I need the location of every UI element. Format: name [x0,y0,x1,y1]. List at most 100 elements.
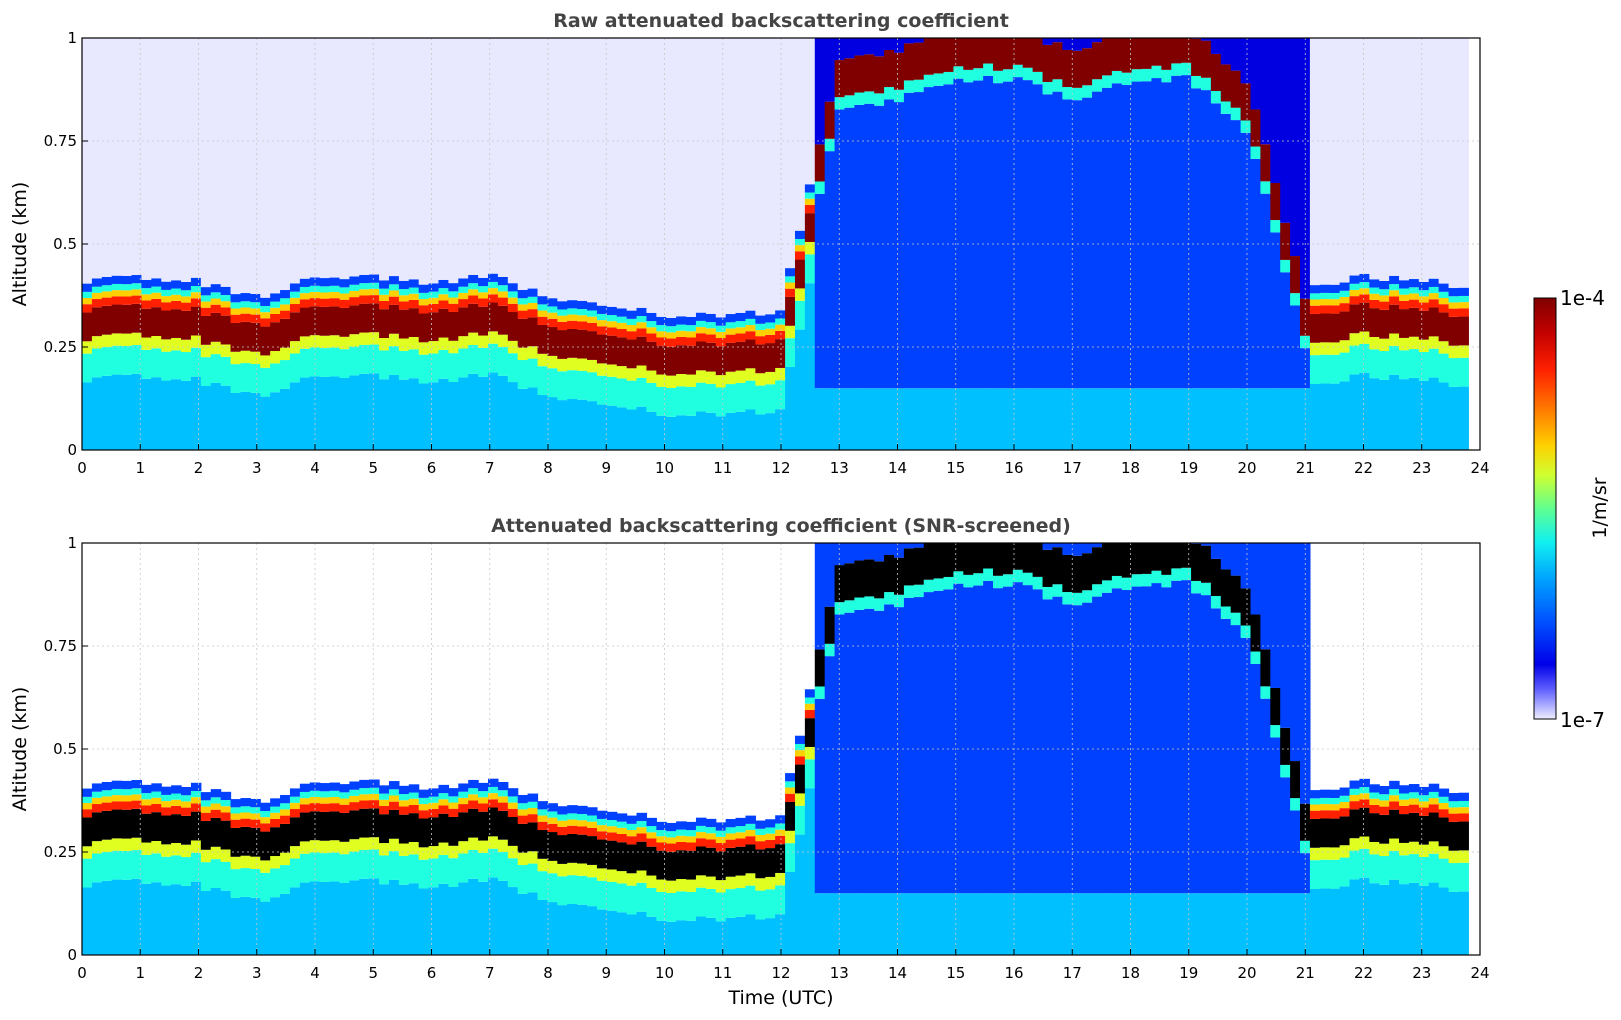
heat-cell [1448,801,1460,808]
heat-cell [220,315,232,345]
heat-cell [161,310,172,340]
heat-cell [626,914,638,955]
heat-cell [1418,885,1430,955]
heat-cell [1052,547,1063,585]
heat-cell [923,592,935,894]
heat-cell [547,318,558,328]
x-tick-label: 24 [1470,964,1489,982]
heat-cell [289,802,301,810]
heat-cell [230,813,242,820]
heat-cell [91,882,103,955]
heat-cell [695,411,707,450]
heat-cell [765,876,776,890]
heat-cell [1359,877,1370,955]
heat-cell [91,307,103,337]
heat-cell [240,307,251,314]
heat-cell [1399,793,1410,800]
heat-cell [151,292,162,299]
heat-cell [1408,287,1420,294]
x-axis: 0 1 2 3 4 5 6 7 8 9 10 11 12 13 14 15 16 17 18 19 20 21 22 23 24 [77,444,1490,477]
heat-cell [1141,893,1153,955]
heat-cell [537,353,549,367]
heat-cell [1161,574,1172,588]
x-tick-label: 0 [77,964,87,982]
heat-cell [289,297,301,305]
heat-cell [121,275,133,285]
x-tick-label: 22 [1354,964,1373,982]
heat-cell [488,793,499,800]
heat-cell [260,802,271,811]
heat-cell [91,783,103,792]
heat-cell [1290,893,1301,955]
heat-cell [606,869,618,882]
heat-cell [676,374,687,387]
heat-cell [755,336,766,345]
heat-cell [903,38,915,44]
heat-cell [577,309,588,316]
heat-cell [478,797,489,804]
heat-cell [1111,893,1123,955]
heat-cell [1042,94,1054,389]
heat-cell [765,371,776,385]
heat-cell [82,38,93,284]
heat-cell [408,804,420,814]
heat-cell [171,38,182,281]
heat-cell [1082,893,1093,955]
heat-cell [82,796,93,804]
heat-cell [1280,543,1291,728]
heat-cell [1092,596,1103,894]
heat-cell [91,797,103,805]
heat-cell [1448,807,1460,814]
heat-cell [1032,388,1044,450]
heat-cell [289,809,301,818]
heat-cell [666,843,677,852]
heat-cell [1280,777,1291,894]
heat-cell [1260,649,1271,687]
heat-cell [1389,838,1400,851]
heat-cell [468,332,479,345]
heat-cell [289,858,301,888]
heat-cell [1309,342,1321,356]
heat-cell [309,796,321,804]
heat-cell [755,315,766,324]
heat-cell [844,893,855,955]
heat-cell [765,343,776,372]
heat-cell [1101,893,1113,955]
heat-cell [497,285,509,292]
heat-cell [181,801,192,808]
heat-cell [1428,307,1440,337]
heat-cell [1210,90,1222,104]
heat-cell [319,38,331,279]
heat-cell [418,810,430,819]
heat-cell [359,849,370,879]
heat-cell [171,793,182,800]
heat-cell [1300,335,1311,349]
heat-cell [1260,543,1271,650]
heat-cell [993,38,1004,71]
heat-cell [478,881,489,955]
heat-cell [250,798,261,808]
heat-cell [250,897,261,955]
heat-cell [676,920,687,955]
heat-cell [567,875,578,905]
heat-cell [616,308,628,317]
heat-cell [190,347,202,377]
heat-cell [488,331,499,344]
heat-cell [1082,590,1093,603]
heat-cell [864,596,875,609]
heat-cell [497,852,509,881]
heat-cell [319,306,331,336]
heat-cell [141,805,152,814]
heat-cell [171,288,182,295]
heat-cell [1171,580,1182,894]
heat-cell [369,787,380,794]
heat-cell [1121,590,1133,894]
heat-cell [1379,814,1390,844]
heat-cell [596,810,608,819]
heat-cell [785,871,796,955]
heat-cell [181,282,192,291]
heat-cell [666,822,677,832]
heat-cell [656,386,667,416]
heat-cell [537,366,549,396]
y-axis-label: Altitude (km) [9,687,31,812]
